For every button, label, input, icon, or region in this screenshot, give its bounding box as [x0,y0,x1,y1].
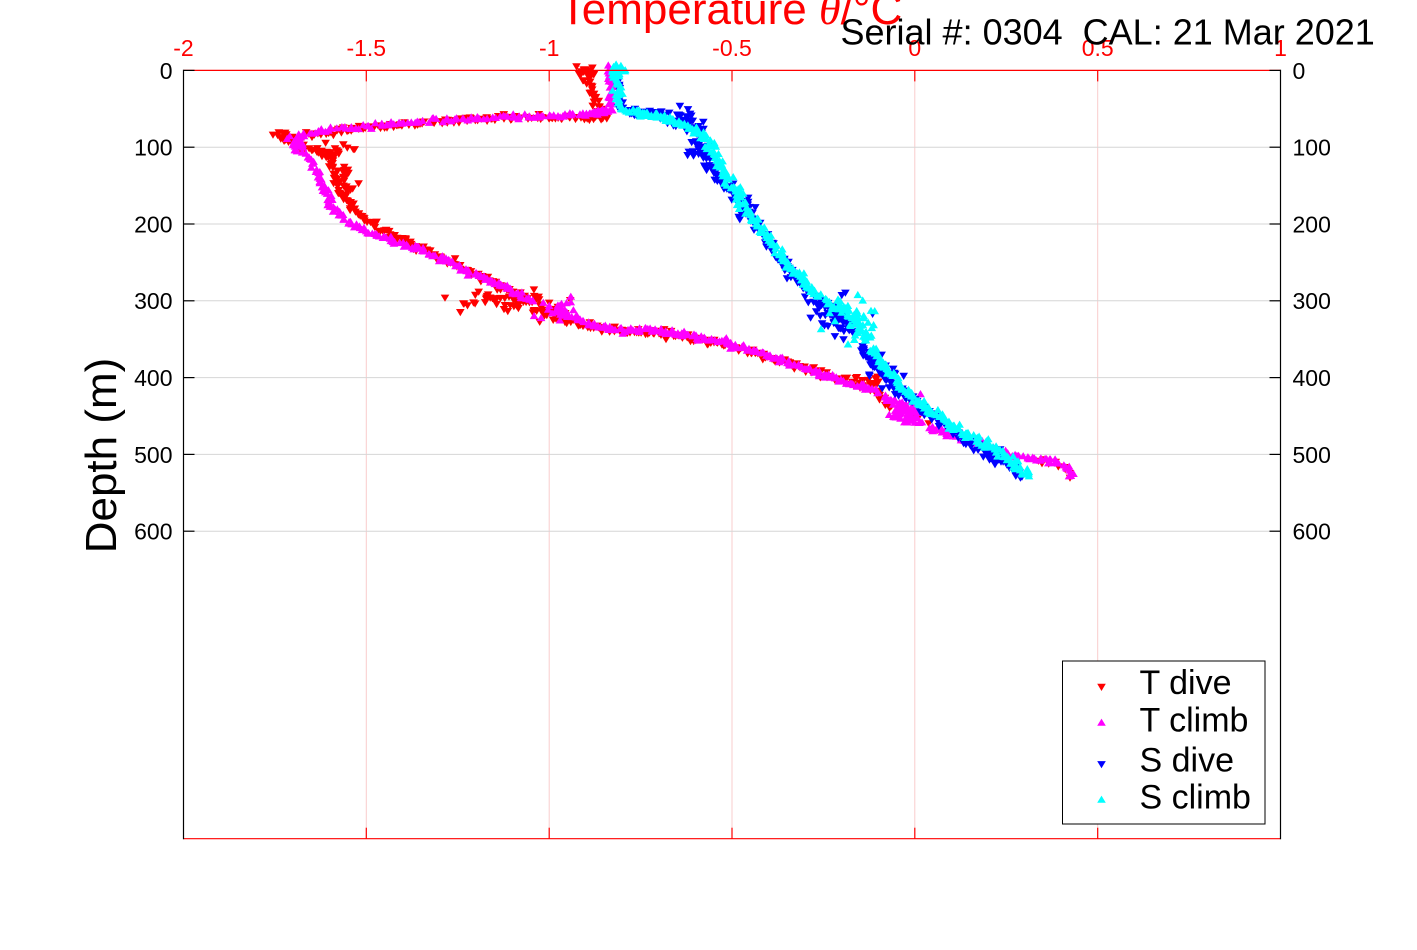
svg-text:Serial #: 0304 CAL: 21 Mar 20: Serial #: 0304 CAL: 21 Mar 2021 [841,12,1375,53]
svg-text:-1: -1 [539,35,559,61]
svg-text:Depth (m): Depth (m) [77,358,126,554]
svg-text:100: 100 [1293,135,1331,161]
svg-text:600: 600 [1293,519,1331,545]
svg-text:-0.5: -0.5 [712,35,752,61]
svg-text:Temperature θ/°C: Temperature θ/°C [560,0,902,34]
svg-text:-2: -2 [173,35,193,61]
svg-text:100: 100 [134,135,172,161]
svg-text:500: 500 [1293,442,1331,468]
svg-text:1: 1 [1274,35,1287,61]
svg-text:S dive: S dive [1140,742,1235,780]
svg-text:300: 300 [134,288,172,314]
svg-text:500: 500 [134,442,172,468]
svg-text:0: 0 [908,35,921,61]
svg-text:T climb: T climb [1140,701,1249,739]
svg-text:300: 300 [1293,288,1331,314]
svg-text:200: 200 [134,211,172,237]
svg-text:T dive: T dive [1140,664,1232,702]
svg-text:0: 0 [1293,58,1306,84]
svg-text:-1.5: -1.5 [346,35,386,61]
svg-text:200: 200 [1293,211,1331,237]
svg-text:0: 0 [160,58,173,84]
svg-text:400: 400 [1293,365,1331,391]
svg-text:0.5: 0.5 [1082,35,1114,61]
svg-text:S climb: S climb [1140,778,1251,816]
svg-text:400: 400 [134,365,172,391]
svg-text:600: 600 [134,519,172,545]
